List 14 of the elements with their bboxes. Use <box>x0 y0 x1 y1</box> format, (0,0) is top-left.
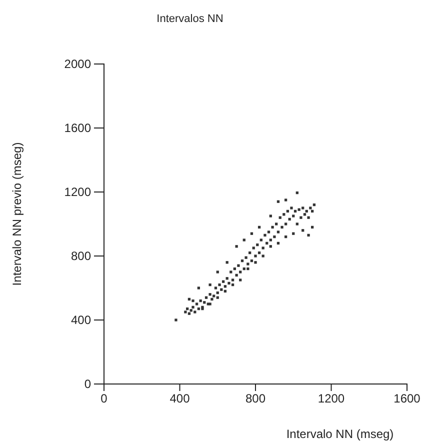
y-tick-label: 1600 <box>64 120 92 135</box>
x-axis-title: Intervalo NN (mseg) <box>286 427 394 441</box>
y-axis-title: Intervalo NN previo (mseg) <box>10 142 24 286</box>
chart-title: Intervalos NN <box>156 13 224 25</box>
y-tick-label: 1200 <box>64 184 92 199</box>
y-tick-label: 400 <box>70 312 92 327</box>
y-tick-label: 2000 <box>64 56 92 71</box>
x-tick-label: 400 <box>170 392 190 406</box>
x-tick-label: 0 <box>100 392 108 406</box>
x-tick-label: 1600 <box>394 392 421 406</box>
x-tick-label: 1200 <box>318 392 345 406</box>
y-tick-label: 0 <box>84 376 92 391</box>
y-tick-label: 800 <box>70 248 92 263</box>
x-tick-label: 800 <box>245 392 266 406</box>
